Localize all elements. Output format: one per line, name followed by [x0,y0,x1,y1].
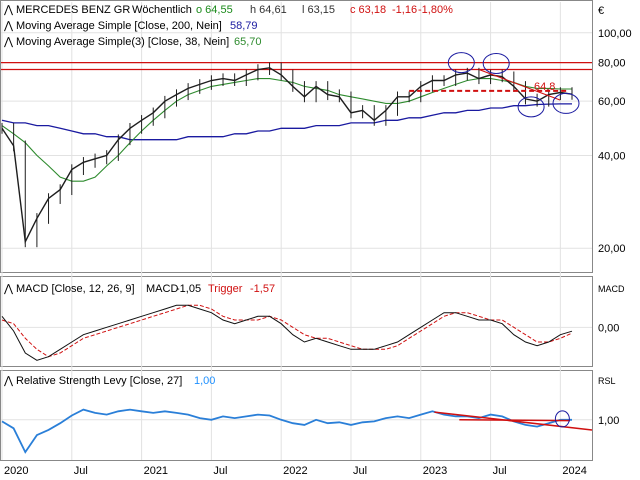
macd-legend: ⋀ MACD [Close, 12, 26, 9] MACD -1,05 Tri… [3,283,275,295]
price-tick-label: 80,00 [598,58,626,70]
rsl-panel [0,370,593,461]
interval-label: Wöchentlich [132,4,192,16]
pattern-circle [517,96,545,118]
rsl-circle [554,410,570,428]
x-tick-label: Jul [213,465,227,477]
header-legend: ⋀ MERCEDES BENZ GR Wöchentlich o 64,55 h… [3,4,453,48]
macd-name: MACD [146,283,178,295]
pattern-circle [482,52,510,74]
rsl-support-line [459,419,571,422]
sma38-line [1,78,572,182]
price-tick-label: 60,00 [598,96,626,108]
rsl-line [1,408,572,454]
x-tick-label: 2022 [283,465,307,477]
macd-label: MACD [Close, 12, 26, 9] [16,283,135,295]
x-tick-label: 2023 [423,465,447,477]
rsl-trend-line [434,411,593,431]
macd-line [1,304,573,361]
axis-layer: 2020 Jul 2021 Jul 2022 Jul 2023 Jul 2024 100,00 80… [4,28,632,477]
rsl-arrow: ⋀ [3,375,14,387]
macd-axis-label: MACD [598,284,625,294]
macd-tick-label: 0,00 [598,322,619,334]
rsl-layer [1,408,593,454]
price-panel [0,0,593,273]
legend-arrow: ⋀ [3,4,14,16]
rsl-tick-label: 1,00 [598,415,619,427]
sma38-arrow: ⋀ [3,36,14,48]
price-tick-label: 100,00 [598,28,632,40]
trigger-value: -1,57 [250,283,275,295]
macd-trigger-line [1,304,573,358]
price-tick-label: 40,00 [598,150,626,162]
pattern-circle [552,92,580,114]
price-tick-label: 20,00 [598,243,626,255]
grid [1,2,592,460]
sma200-label: Moving Average Simple [Close, 200, Nein] [16,20,222,32]
change-pct-value: -1,80% [418,4,453,16]
currency-label: € [598,5,604,17]
x-tick-label: 2021 [144,465,168,477]
rsl-value: 1,00 [194,375,215,387]
macd-arrow: ⋀ [3,283,14,295]
macd-panel [0,276,593,367]
open-value: o 64,55 [196,4,233,16]
price-line [1,67,573,245]
close-value: c 63,18 [350,4,386,16]
macd-layer [1,304,573,361]
symbol-name: MERCEDES BENZ GR [16,4,130,16]
x-tick-label: Jul [74,465,88,477]
sma38-label: Moving Average Simple(3) [Close, 38, Nei… [16,36,229,48]
price-layer [1,52,592,248]
rsl-label: Relative Strength Levy [Close, 27] [16,375,182,387]
support-annotation: 64,8 [534,81,555,93]
sma200-arrow: ⋀ [3,20,14,32]
sma200-line [1,103,572,141]
macd-value: -1,05 [176,283,201,295]
x-tick-label: 2024 [562,465,586,477]
x-tick-label: Jul [353,465,367,477]
low-value: l 63,15 [302,4,335,16]
x-tick-label: 2020 [4,465,28,477]
sma38-value: 65,70 [234,36,262,48]
x-tick-label: Jul [493,465,507,477]
sma200-value: 58,79 [230,20,258,32]
change-value: -1,16 [392,4,417,16]
rsl-legend: ⋀ Relative Strength Levy [Close, 27] 1,0… [3,375,215,387]
rsl-axis-label: RSL [598,376,616,386]
high-value: h 64,61 [250,4,287,16]
pattern-circle [447,52,475,74]
trigger-name: Trigger [208,283,243,295]
trend-line [478,68,561,101]
